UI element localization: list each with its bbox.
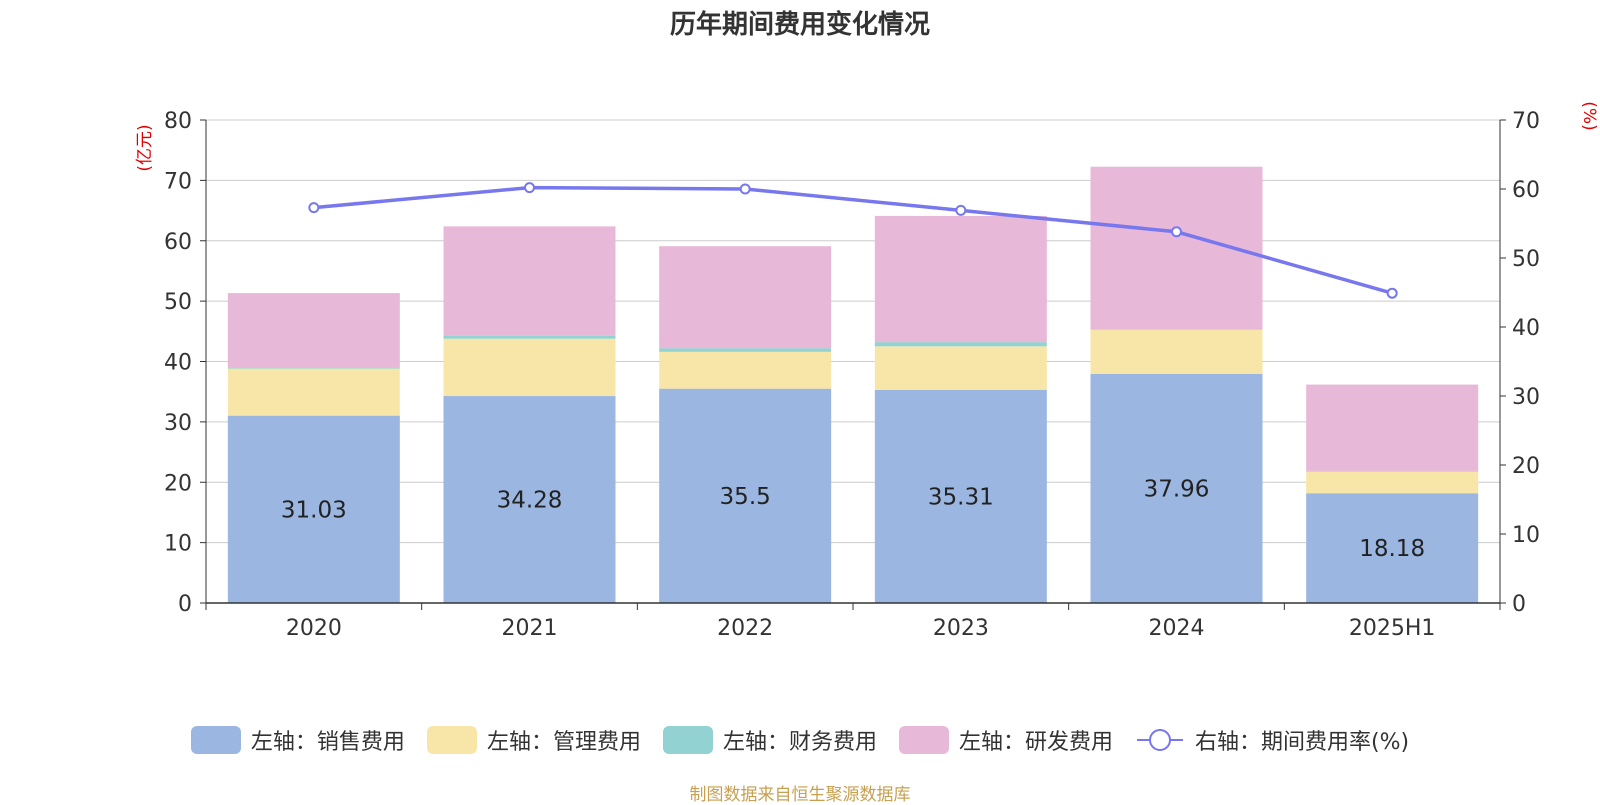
x-tick-label: 2020 (286, 616, 342, 641)
legend-swatch (190, 726, 241, 754)
bar-segment (874, 215, 1047, 343)
chart-legend: 左轴：销售费用 左轴：管理费用 左轴：财务费用 左轴：研发费用 右轴：期间费用率(%) (0, 722, 1600, 758)
rate-point (739, 183, 751, 195)
bar-segment (874, 389, 1047, 603)
rate-line (313, 185, 1393, 295)
data-label: 37.96 (1144, 476, 1210, 502)
left-tick-label: 20 (164, 471, 192, 496)
rate-point (955, 204, 967, 216)
legend-swatch (426, 726, 477, 754)
left-tick-label: 80 (164, 109, 192, 134)
legend-item[interactable]: 左轴：研发费用 (898, 724, 1113, 756)
rate-point (524, 182, 535, 194)
right-tick-label: 20 (1512, 454, 1540, 479)
legend-item[interactable]: 左轴：管理费用 (426, 724, 641, 756)
bar-segment (1090, 329, 1263, 330)
legend-item[interactable]: 右轴：期间费用率(%) (1135, 724, 1409, 756)
bar-segment (443, 338, 616, 397)
bar-segment (659, 388, 832, 603)
left-tick-label: 70 (164, 169, 192, 194)
data-label: 35.31 (928, 484, 994, 510)
right-tick-label: 50 (1512, 247, 1540, 272)
right-axis-unit: (%) (1579, 101, 1599, 130)
left-tick-label: 50 (164, 290, 192, 315)
left-tick-label: 40 (164, 351, 192, 376)
bar-segment (659, 348, 832, 352)
x-tick-label: 2023 (933, 616, 989, 641)
legend-item[interactable]: 左轴：财务费用 (662, 724, 877, 756)
left-axis-unit: (亿元) (135, 124, 155, 171)
bar-segment (874, 346, 1047, 390)
legend-swatch (662, 726, 713, 754)
bar-segment (227, 415, 400, 603)
bar-segment (1306, 384, 1479, 471)
legend-label: 左轴：销售费用 (250, 730, 405, 755)
bar-segment (443, 396, 616, 603)
legend-label: 左轴：财务费用 (722, 730, 877, 755)
right-tick-label: 40 (1512, 316, 1540, 341)
data-label: 35.5 (720, 484, 771, 510)
legend-line-marker (1136, 729, 1183, 751)
bar-segment (227, 367, 400, 369)
bar-segment (659, 351, 832, 389)
x-tick-label: 2021 (502, 616, 558, 641)
left-tick-label: 10 (164, 532, 192, 557)
bar-segment (874, 342, 1047, 347)
right-tick-label: 60 (1512, 178, 1540, 203)
data-label: 18.18 (1359, 536, 1425, 562)
bar-segment (1306, 470, 1479, 472)
legend-item[interactable]: 左轴：销售费用 (190, 724, 405, 756)
rate-point (1386, 287, 1398, 299)
right-tick-label: 30 (1512, 385, 1540, 410)
source-note: 制图数据来自恒生聚源数据库 (689, 785, 911, 805)
rate-point (308, 202, 320, 214)
left-tick-label: 0 (178, 592, 192, 617)
bar-segment (1090, 373, 1263, 603)
bar-segment (443, 226, 616, 336)
right-tick-label: 10 (1512, 523, 1540, 548)
legend-swatch (898, 726, 949, 754)
right-tick-label: 0 (1512, 592, 1526, 617)
right-tick-label: 70 (1512, 109, 1540, 134)
x-tick-label: 2022 (717, 616, 773, 641)
rate-point (1171, 226, 1182, 238)
bar-segment (443, 335, 616, 339)
legend-label: 左轴：研发费用 (958, 730, 1113, 755)
bar-segment (1306, 493, 1479, 603)
bar-segment (227, 368, 400, 416)
bar-segment (659, 246, 832, 349)
x-tick-label: 2024 (1149, 616, 1205, 641)
bar-segment (1306, 471, 1479, 494)
x-tick-label: 2025H1 (1349, 616, 1436, 641)
data-label: 34.28 (497, 488, 563, 514)
bar-segment (227, 293, 400, 368)
legend-label: 左轴：管理费用 (486, 730, 641, 755)
left-tick-label: 60 (164, 230, 192, 255)
left-tick-label: 30 (164, 411, 192, 436)
bar-segment (1090, 329, 1263, 374)
data-label: 31.03 (281, 497, 347, 523)
legend-label: 右轴：期间费用率(%) (1194, 730, 1410, 755)
chart-title: 历年期间费用变化情况 (669, 10, 930, 40)
